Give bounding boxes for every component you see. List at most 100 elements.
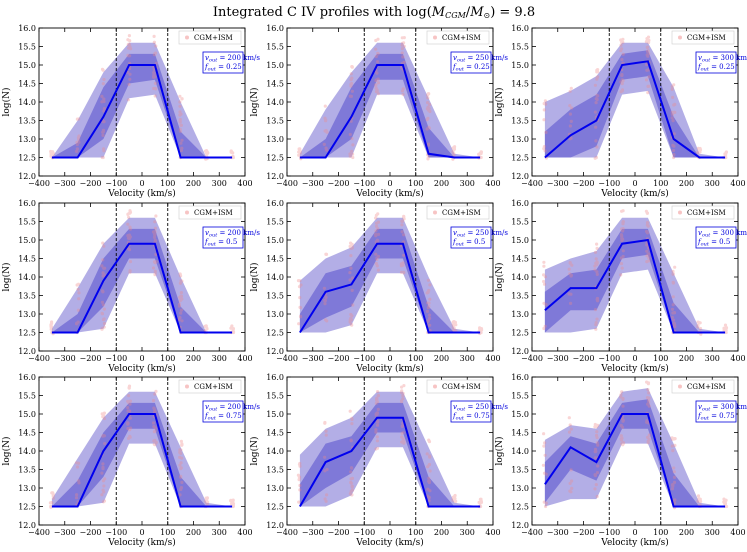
fout-text: fout = 0.5 xyxy=(697,238,730,248)
scatter-point xyxy=(179,474,183,478)
scatter-point xyxy=(179,112,183,116)
scatter-point xyxy=(646,441,650,445)
scatter-point xyxy=(593,473,598,478)
scatter-point xyxy=(645,249,649,253)
scatter-point xyxy=(723,498,727,502)
scatter-point xyxy=(427,440,432,444)
scatter-point xyxy=(153,443,157,447)
legend-label: CGM+ISM xyxy=(687,34,726,42)
scatter-point xyxy=(349,439,353,443)
scatter-point xyxy=(376,393,381,398)
scatter-point xyxy=(100,300,104,304)
scatter-point xyxy=(479,151,483,155)
y-axis-label: log(N) xyxy=(1,88,12,117)
scatter-point xyxy=(427,462,432,467)
scatter-point xyxy=(645,396,650,400)
fout-text: fout = 0.25 xyxy=(697,63,735,73)
scatter-point xyxy=(101,488,105,492)
y-tick-label: 13.5 xyxy=(18,117,36,126)
scatter-point xyxy=(596,68,600,72)
scatter-point xyxy=(645,45,649,50)
scatter-point xyxy=(452,147,456,151)
scatter-point xyxy=(349,489,353,493)
scatter-point xyxy=(75,147,79,151)
scatter-point xyxy=(672,321,676,325)
scatter-point xyxy=(646,381,651,385)
scatter-point xyxy=(595,296,600,301)
scatter-point xyxy=(128,409,132,413)
scatter-point xyxy=(594,321,598,325)
scatter-point xyxy=(102,325,106,329)
legend: CGM+ISM xyxy=(426,30,490,45)
scatter-point xyxy=(128,210,133,214)
y-tick-label: 15.5 xyxy=(511,43,529,52)
scatter-point xyxy=(400,431,404,435)
scatter-point xyxy=(205,152,209,156)
scatter-point xyxy=(350,65,354,69)
scatter-point xyxy=(152,73,156,77)
scatter-point xyxy=(49,327,53,331)
scatter-point xyxy=(542,264,546,268)
inner-band xyxy=(544,228,726,333)
scatter-point xyxy=(543,149,547,153)
scatter-point xyxy=(593,487,597,491)
scatter-point xyxy=(49,324,53,328)
x-tick-label: −200 xyxy=(573,179,595,188)
scatter-point xyxy=(671,119,675,123)
x-tick-label: 100 xyxy=(653,179,668,188)
scatter-point xyxy=(671,143,675,147)
scatter-point xyxy=(180,138,184,142)
scatter-point xyxy=(151,399,156,403)
scatter-point xyxy=(77,481,81,485)
scatter-point xyxy=(452,147,457,151)
vout-text: vout = 250 km/s xyxy=(453,54,508,64)
scatter-point xyxy=(620,88,625,92)
scatter-point xyxy=(452,326,456,330)
scatter-point xyxy=(646,421,650,425)
scatter-point xyxy=(324,252,329,256)
x-tick-label: −400 xyxy=(521,354,543,363)
legend: CGM+ISM xyxy=(426,379,490,394)
scatter-point xyxy=(374,224,379,228)
scatter-point xyxy=(673,437,677,441)
scatter-point xyxy=(426,487,430,491)
y-tick-label: 13.0 xyxy=(266,310,284,319)
scatter-point xyxy=(427,499,431,503)
scatter-point xyxy=(76,287,80,291)
y-tick-label: 16.0 xyxy=(18,199,36,208)
x-tick-label: 300 xyxy=(212,179,227,188)
scatter-point xyxy=(451,497,455,501)
scatter-point xyxy=(180,319,184,323)
scatter-point xyxy=(154,389,158,393)
scatter-point xyxy=(101,467,105,471)
scatter-point xyxy=(126,234,130,238)
scatter-point xyxy=(670,315,674,319)
scatter-point xyxy=(402,41,406,45)
scatter-point xyxy=(178,117,182,122)
scatter-point xyxy=(596,75,600,79)
scatter-point xyxy=(348,409,352,413)
x-tick-label: 0 xyxy=(632,528,637,537)
scatter-point xyxy=(229,150,233,154)
x-tick-label: −200 xyxy=(80,354,102,363)
scatter-points xyxy=(541,380,729,510)
scatter-point xyxy=(645,53,649,57)
y-axis-label: log(N) xyxy=(1,263,12,292)
scatter-point xyxy=(77,137,81,142)
param-box-frame xyxy=(450,400,492,423)
scatter-point xyxy=(401,397,405,401)
scatter-point xyxy=(427,107,431,111)
scatter-point xyxy=(128,270,132,274)
scatter-point xyxy=(324,128,328,133)
x-tick-label: 300 xyxy=(460,354,475,363)
scatter-point xyxy=(350,493,354,497)
vout-text: vout = 200 km/s xyxy=(205,229,260,239)
y-tick-label: 13.5 xyxy=(18,466,36,475)
scatter-point xyxy=(543,275,548,279)
scatter-point xyxy=(698,146,702,151)
scatter-point xyxy=(478,151,482,156)
scatter-point xyxy=(724,326,728,330)
scatter-point xyxy=(101,462,105,466)
y-tick-label: 15.5 xyxy=(18,392,36,401)
scatter-point xyxy=(478,501,482,505)
